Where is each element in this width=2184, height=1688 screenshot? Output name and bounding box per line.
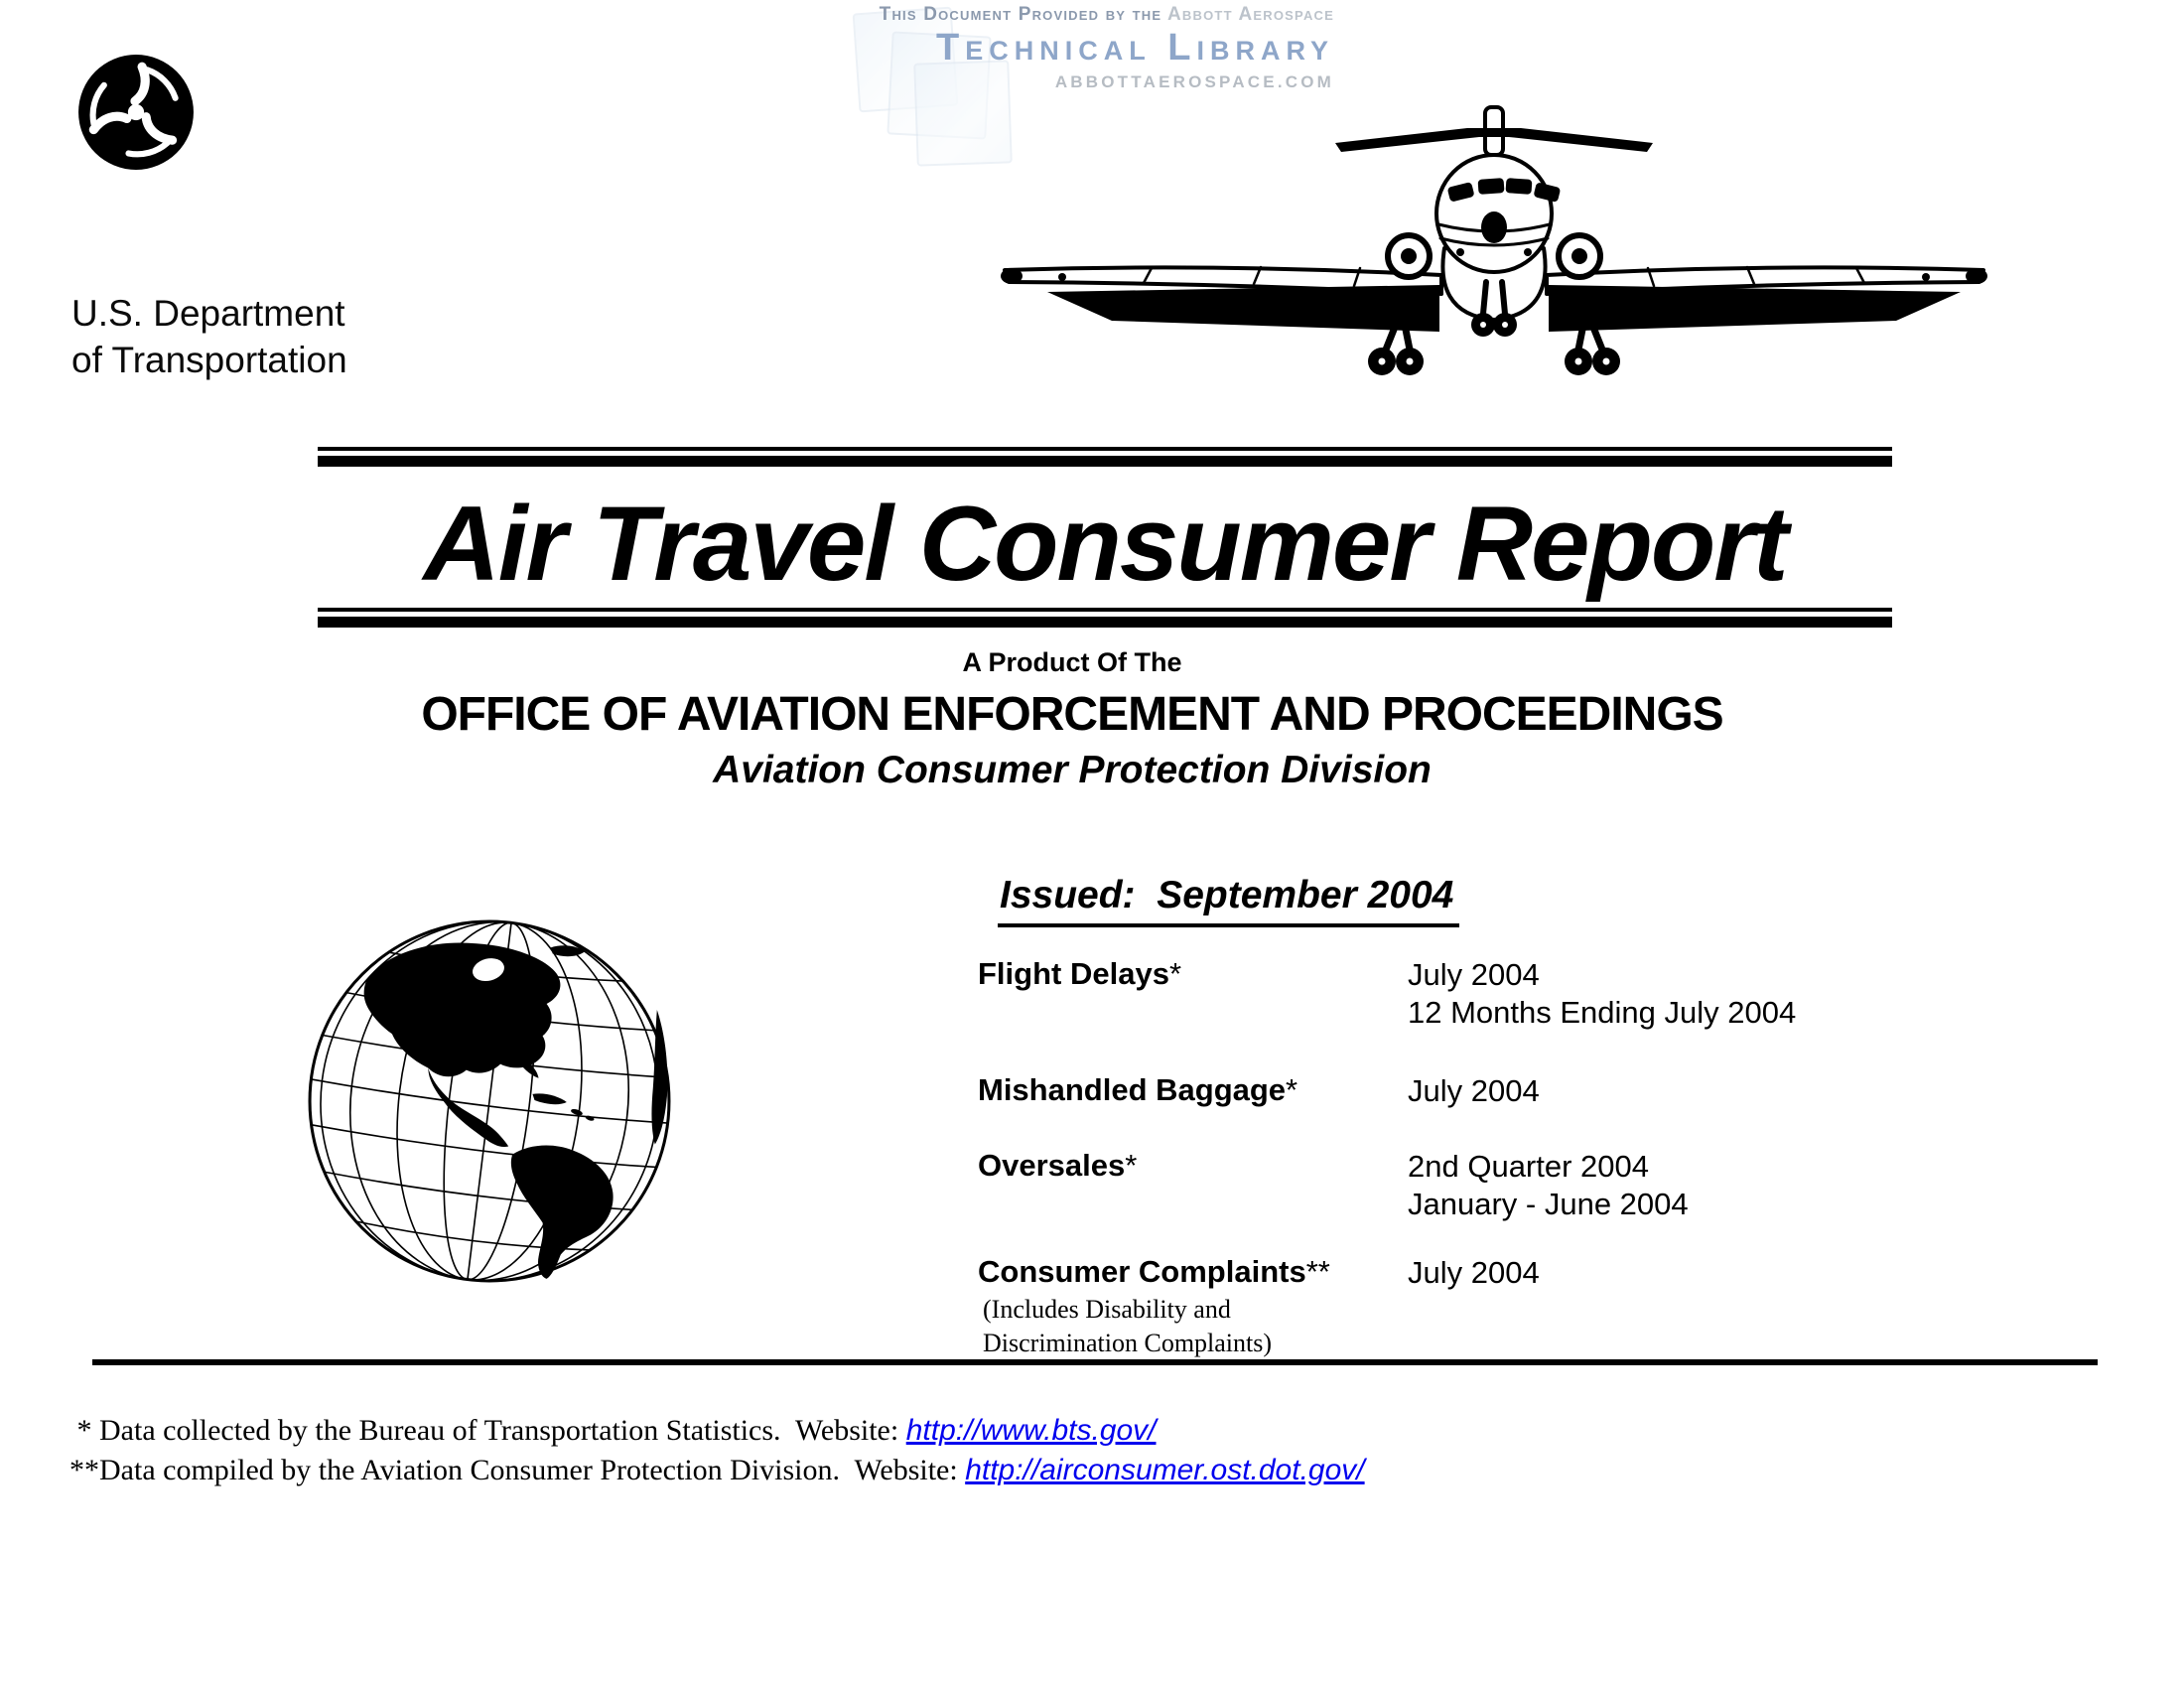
footnote-marker: *	[1168, 956, 1182, 991]
bottom-rule-thick	[318, 617, 1892, 628]
period-line: July 2004	[1408, 1073, 1540, 1108]
label-text: Consumer Complaints	[978, 1254, 1306, 1289]
masthead: Air Travel Consumer Report	[318, 447, 1892, 628]
watermark-library-title: Technical Library	[936, 27, 1334, 69]
footnote-marker: *	[1286, 1072, 1298, 1107]
footnote-text: * Data collected by the Bureau of Transp…	[69, 1414, 906, 1447]
airplane-front-illustration	[1001, 105, 1987, 375]
watermark-brand-text: Abbott Aerospace	[1167, 4, 1334, 25]
label-text: Mishandled Baggage	[978, 1072, 1287, 1107]
label-text: Oversales	[978, 1148, 1126, 1183]
report-item-periods: July 2004	[1408, 1254, 1540, 1292]
footnote-marker: **	[1305, 1254, 1330, 1289]
footnote-text: **Data compiled by the Aviation Consumer…	[69, 1454, 966, 1486]
report-item-note: (Includes Disability and Discrimination …	[983, 1293, 1272, 1360]
report-item-periods: July 2004 12 Months Ending July 2004	[1408, 956, 1796, 1032]
subtitle-product-of: A Product Of The	[962, 647, 1182, 677]
agency-name-line2: of Transportation	[71, 340, 347, 380]
airconsumer-website-link[interactable]: http://airconsumer.ost.dot.gov/	[965, 1454, 1365, 1486]
watermark-provided-by: This Document Provided by the Abbott Aer…	[735, 4, 1334, 26]
watermark: This Document Provided by the Abbott Aer…	[735, 4, 1334, 92]
footnote-line: * Data collected by the Bureau of Transp…	[69, 1414, 1157, 1448]
subtitle-division: Aviation Consumer Protection Division	[713, 749, 1432, 791]
bottom-rule-thin	[318, 608, 1892, 612]
subtitle-office: OFFICE OF AVIATION ENFORCEMENT AND PROCE…	[421, 688, 1723, 741]
bts-website-link[interactable]: http://www.bts.gov/	[905, 1414, 1157, 1447]
period-line: January - June 2004	[1408, 1187, 1689, 1221]
subtitle-block: A Product Of The OFFICE OF AVIATION ENFO…	[0, 647, 2144, 792]
note-line: (Includes Disability and	[983, 1295, 1231, 1324]
page-title: Air Travel Consumer Report	[423, 484, 1788, 603]
dot-triskelion-logo-icon	[78, 55, 194, 170]
issued-heading: Issued: September 2004	[998, 874, 1460, 927]
watermark-site-url: ABBOTTAEROSPACE.COM	[1054, 72, 1334, 91]
report-item-periods: July 2004	[1408, 1072, 1540, 1110]
agency-name: U.S. Department of Transportation	[71, 290, 347, 383]
period-line: 12 Months Ending July 2004	[1408, 995, 1797, 1030]
top-rule-thick	[318, 456, 1892, 467]
label-text: Flight Delays	[978, 956, 1169, 991]
globe-americas-illustration	[308, 919, 671, 1283]
report-item-label: Flight Delays*	[978, 956, 1181, 992]
period-line: July 2004	[1408, 957, 1540, 992]
report-item-label: Consumer Complaints**	[978, 1254, 1330, 1290]
agency-name-line1: U.S. Department	[71, 293, 345, 334]
note-line: Discrimination Complaints)	[983, 1329, 1273, 1357]
footnote-line: **Data compiled by the Aviation Consumer…	[69, 1454, 1365, 1487]
footnote-marker: *	[1125, 1148, 1138, 1183]
report-item-periods: 2nd Quarter 2004 January - June 2004	[1408, 1148, 1689, 1223]
period-line: 2nd Quarter 2004	[1408, 1149, 1650, 1184]
report-item-label: Mishandled Baggage*	[978, 1072, 1297, 1108]
footer-divider-rule	[92, 1359, 2098, 1365]
watermark-provided-by-text: This Document Provided by the	[879, 4, 1168, 25]
top-rule-thin	[318, 447, 1892, 451]
report-item-label: Oversales*	[978, 1148, 1137, 1184]
period-line: July 2004	[1408, 1255, 1540, 1290]
